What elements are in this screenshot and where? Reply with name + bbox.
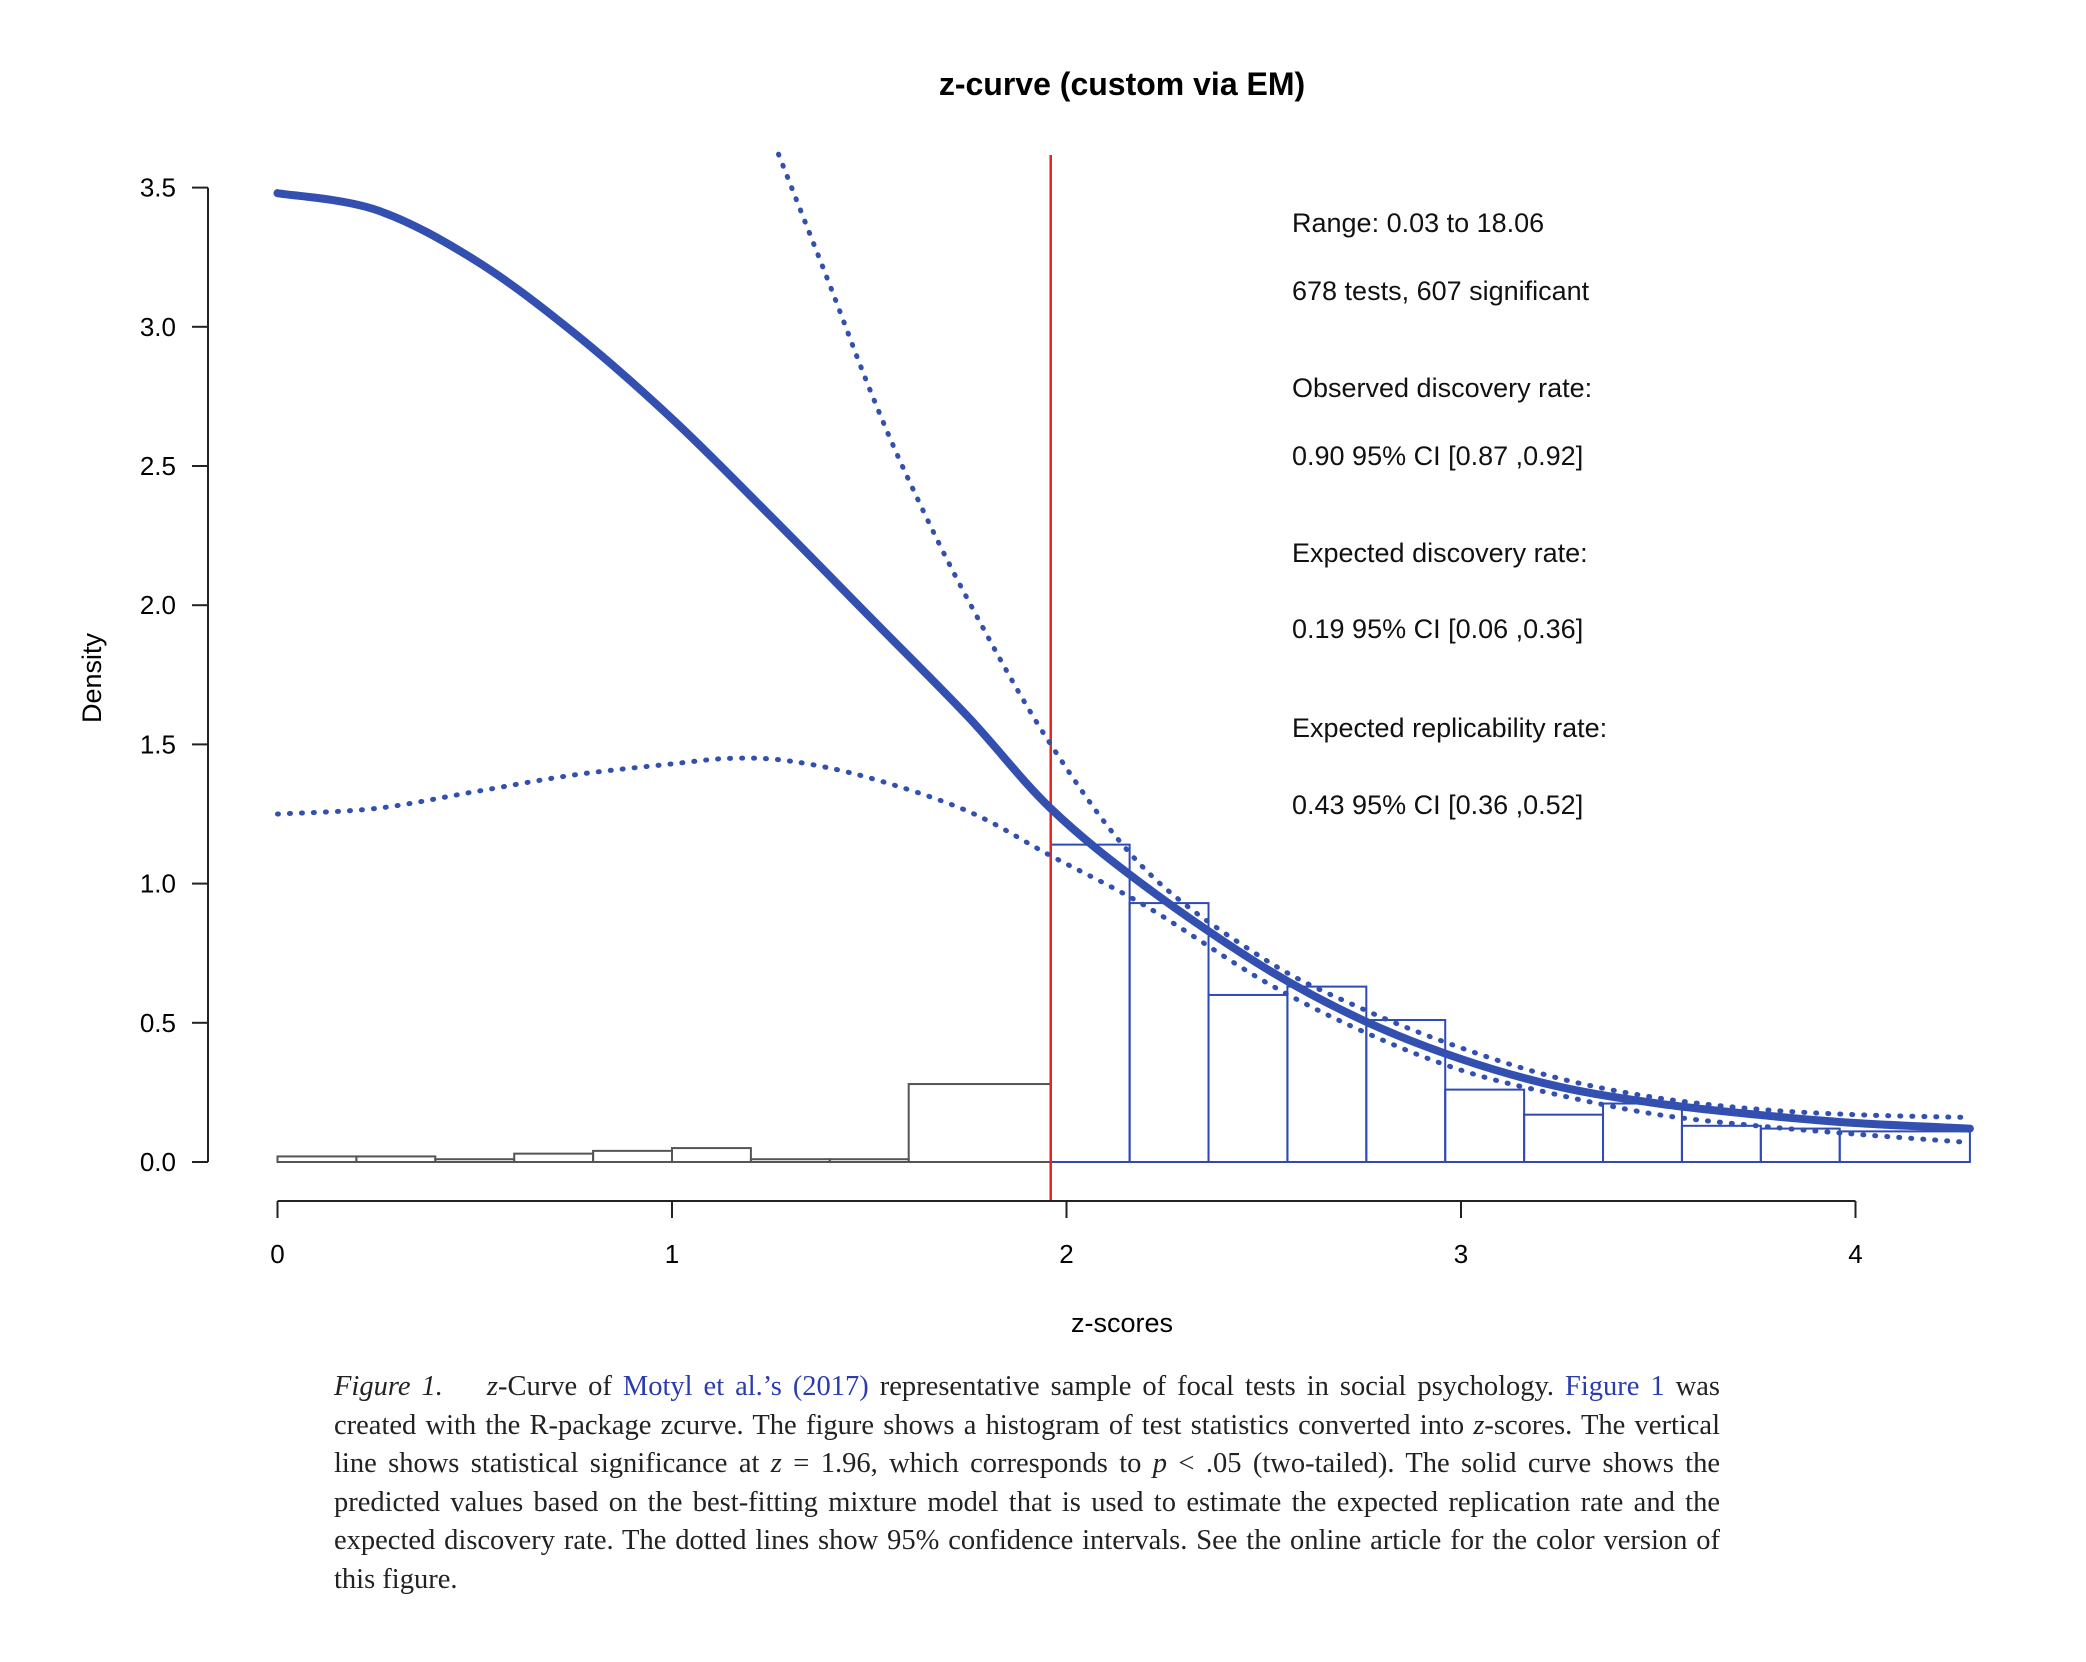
histogram-bar: [1680, 1124, 1762, 1163]
annotation-text: Range: 0.03 to 18.06: [1292, 208, 1544, 238]
histogram-nonsignificant: [276, 1083, 1052, 1164]
x-tick-label: 3: [1454, 1239, 1468, 1269]
histogram-bar: [671, 1147, 752, 1163]
histogram-bar: [592, 1149, 673, 1164]
citation-link[interactable]: Motyl et al.’s (2017): [622, 1371, 869, 1402]
annotations: Range: 0.03 to 18.06 678 tests, 607 signi…: [1292, 208, 1607, 820]
figure-link[interactable]: Figure 1: [1565, 1371, 1665, 1402]
annotation-text: 678 tests, 607 significant: [1292, 276, 1590, 306]
chart-title: z-curve (custom via EM): [939, 66, 1305, 102]
histogram-bar: [1207, 993, 1289, 1164]
histogram-bar: [1523, 1113, 1605, 1163]
y-tick-label: 1.0: [140, 869, 176, 899]
caption-text: -Curve of: [497, 1371, 623, 1402]
caption-text: representative sample of focal tests in …: [868, 1371, 1566, 1402]
caption-z: z: [770, 1448, 782, 1480]
curves: [273, 151, 1974, 1146]
x-tick-label: 0: [270, 1239, 284, 1269]
x-axis-label: z-scores: [1071, 1308, 1173, 1338]
histogram-bar: [1838, 1130, 1971, 1163]
figure-caption: Figure 1. z-Curve of Motyl et al.’s (201…: [334, 1368, 1720, 1600]
y-tick-label: 1.5: [140, 729, 176, 759]
confidence-curve: [776, 151, 1973, 1120]
y-axis-label: Density: [77, 632, 107, 723]
caption-z: z: [486, 1371, 498, 1402]
caption-text: < .05 (two-tailed). The solid curve show…: [334, 1448, 1720, 1595]
x-tick-label: 4: [1848, 1239, 1862, 1269]
caption-p: p: [1152, 1448, 1168, 1480]
histogram-bar: [434, 1158, 516, 1163]
y-tick-label: 2.0: [140, 590, 176, 620]
histogram-bar: [907, 1083, 1052, 1163]
annotation-text: Expected replicability rate:: [1292, 713, 1607, 743]
histogram-bar: [513, 1152, 595, 1163]
histogram-bar: [276, 1155, 358, 1164]
caption-text: was created with the R-package zcurve. T…: [334, 1371, 1721, 1441]
y-axis: 0.0 0.5 1.0 1.5 2.0 2.5 3.0 3.5: [140, 173, 209, 1177]
y-tick-label: 0.0: [140, 1147, 176, 1177]
caption-z: z: [1473, 1409, 1485, 1441]
annotation-text: Observed discovery rate:: [1292, 373, 1592, 403]
caption-text: = 1.96, which corresponds to: [781, 1448, 1153, 1480]
y-tick-label: 3.5: [140, 173, 176, 203]
x-axis: 0 1 2 3 4: [270, 1200, 1863, 1269]
histogram-bar: [1128, 902, 1210, 1163]
histogram-bar: [1049, 843, 1131, 1164]
caption-label: Figure 1.: [334, 1371, 443, 1402]
y-tick-label: 3.0: [140, 312, 176, 342]
annotation-text: 0.43 95% CI [0.36 ,0.52]: [1292, 790, 1583, 820]
caption-text: -scores. The vertical line shows statist…: [334, 1409, 1720, 1480]
annotation-text: Expected discovery rate:: [1292, 538, 1588, 568]
x-tick-label: 1: [665, 1239, 679, 1269]
x-tick-label: 2: [1059, 1239, 1073, 1269]
histogram-bar: [1444, 1088, 1526, 1163]
annotation-text: 0.90 95% CI [0.87 ,0.92]: [1292, 441, 1583, 471]
y-tick-label: 0.5: [140, 1008, 176, 1038]
fitted-curve: [273, 189, 1974, 1133]
y-tick-label: 2.5: [140, 451, 176, 481]
histogram-significant: [1049, 843, 1971, 1164]
histogram-bar: [828, 1158, 910, 1163]
histogram-bar: [1602, 1102, 1683, 1164]
confidence-curve: [275, 755, 1973, 1146]
histogram-bar: [355, 1155, 437, 1164]
histogram-bar: [749, 1158, 831, 1163]
annotation-text: 0.19 95% CI [0.06 ,0.36]: [1292, 614, 1583, 644]
